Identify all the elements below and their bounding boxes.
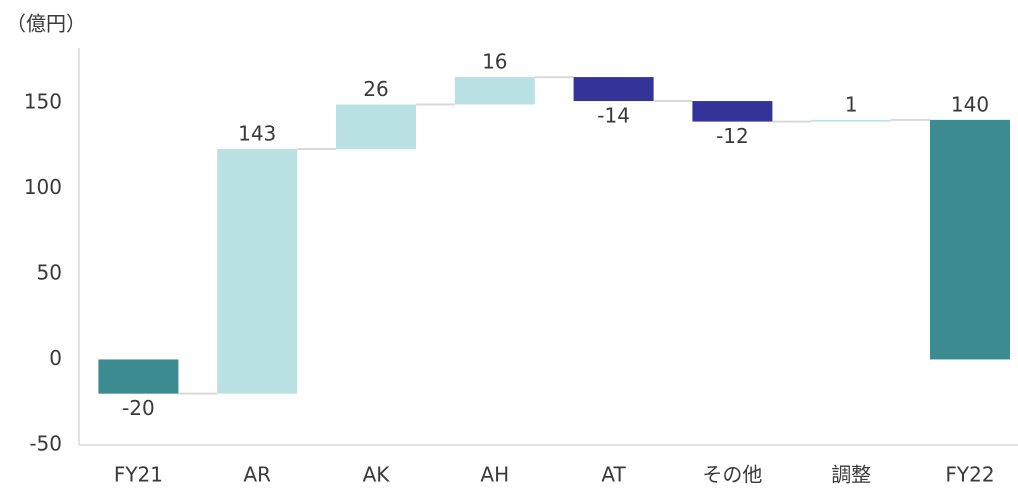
y-tick-label: 150: [24, 89, 62, 113]
x-tick-label: AT: [601, 463, 626, 487]
bar: [98, 359, 179, 394]
x-tick-label: AR: [243, 463, 271, 487]
x-tick-label: AH: [480, 463, 509, 487]
bar: [336, 104, 416, 149]
value-label: -14: [597, 104, 630, 128]
y-tick-label: -50: [29, 432, 62, 456]
bar: [573, 77, 654, 102]
bar: [217, 148, 298, 394]
value-label: -20: [122, 396, 155, 420]
y-tick-label: 100: [24, 175, 62, 199]
bar: [692, 101, 773, 122]
value-label: 1: [845, 92, 858, 116]
bar: [811, 119, 892, 122]
bar: [454, 77, 535, 105]
value-label: 16: [482, 50, 507, 74]
x-tick-label: 調整: [831, 463, 871, 487]
y-tick-label: 0: [49, 346, 62, 370]
x-tick-label: AK: [363, 463, 391, 487]
bar: [930, 119, 1010, 360]
value-label: 140: [951, 92, 989, 116]
x-tick-label: FY21: [114, 463, 163, 487]
value-label: 143: [238, 121, 276, 145]
y-tick-label: 50: [37, 260, 62, 284]
x-tick-label: FY22: [945, 463, 994, 487]
y-axis-label: （億円）: [6, 12, 86, 36]
x-tick-label: その他: [702, 463, 762, 487]
value-label: 26: [363, 77, 388, 101]
value-label: -12: [716, 124, 749, 148]
